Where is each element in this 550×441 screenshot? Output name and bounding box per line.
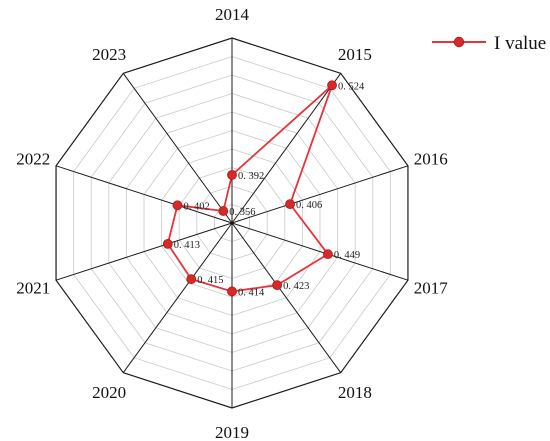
data-point-2017	[322, 249, 333, 260]
legend: I value	[432, 33, 546, 54]
value-label-2015: 0. 524	[338, 81, 365, 92]
value-label-2020: 0. 415	[197, 275, 223, 286]
series-line-i-value	[166, 84, 333, 293]
data-point-2018	[272, 280, 283, 291]
category-label-2018: 2018	[338, 383, 372, 402]
spoke-2021	[55, 222, 233, 281]
spoke-2020	[122, 222, 233, 373]
data-point-2019	[227, 286, 237, 297]
spoke-2018	[231, 222, 342, 373]
spoke-2023	[122, 73, 233, 224]
spoke-2016	[231, 165, 409, 224]
value-label-2017: 0. 449	[334, 250, 360, 261]
value-label-2014: 0. 392	[238, 171, 264, 182]
category-label-2015: 2015	[338, 45, 372, 64]
data-point-2020	[186, 274, 197, 285]
series-layer	[162, 80, 337, 297]
data-point-2016	[285, 199, 295, 210]
category-label-2023: 2023	[92, 45, 126, 64]
radar-spokes	[55, 38, 409, 408]
value-label-2023: 0. 356	[229, 207, 255, 218]
category-label-2017: 2017	[414, 279, 449, 298]
category-label-2021: 2021	[16, 279, 50, 298]
spoke-2017	[231, 222, 409, 281]
legend-label: I value	[494, 33, 546, 54]
spoke-2015	[231, 73, 342, 224]
legend-swatch-marker	[453, 36, 465, 48]
data-point-2014	[227, 169, 237, 180]
spoke-2022	[55, 165, 233, 224]
value-labels: 0. 392 0. 524 0. 406 0. 449 0. 423 0. 414 0. 4…	[174, 81, 365, 298]
value-label-2022: 0. 402	[183, 201, 209, 212]
data-point-2022	[172, 200, 183, 211]
category-label-2022: 2022	[16, 149, 50, 168]
data-point-2015	[327, 80, 337, 91]
value-label-2019: 0. 414	[238, 287, 265, 298]
category-label-2019: 2019	[215, 423, 249, 441]
data-point-2021	[162, 238, 173, 249]
category-label-2014: 2014	[215, 5, 250, 24]
category-label-2016: 2016	[414, 149, 448, 168]
category-label-2020: 2020	[92, 383, 126, 402]
value-label-2018: 0. 423	[283, 281, 309, 292]
value-label-2021: 0. 413	[174, 240, 200, 251]
data-point-2023	[218, 206, 229, 216]
value-label-2016: 0. 406	[296, 200, 322, 211]
category-labels: 2014 2015 2016 2017 2018 2019 2020 2021 2022 2023	[16, 5, 448, 441]
